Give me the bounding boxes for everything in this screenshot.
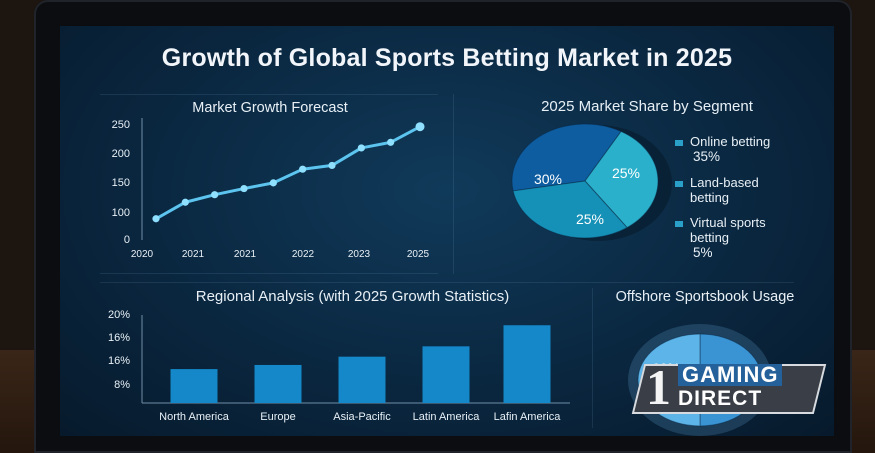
line-x-tick-label: 2021	[234, 249, 257, 260]
bar-chart: 8% 16% 16% 20% North America Europe Asia-Pacif…	[108, 309, 570, 423]
pie-legend: Online betting 35% Land-based betting Virtu…	[675, 134, 834, 271]
pie-slice	[512, 180, 628, 239]
pie-chart-title: 2025 Market Share by Segment	[541, 98, 753, 115]
pie-legend-label: Online betting	[690, 134, 771, 149]
bar-category-label: Lafin America	[494, 411, 562, 423]
bar-y-tick-label: 16%	[108, 332, 130, 344]
line-x-tick-label: 2020	[131, 249, 154, 260]
line-x-tick-label: 2021	[182, 249, 205, 260]
line-point	[415, 122, 425, 132]
pie-legend-item: Online betting 35%	[675, 134, 834, 165]
pie-legend-label: Land-based betting	[690, 175, 759, 205]
bar-chart-title: Regional Analysis (with 2025 Growth Stat…	[195, 288, 510, 305]
pie-legend-label: Virtual sports betting	[690, 215, 766, 245]
pie-legend-item: Land-based betting	[675, 175, 834, 205]
bar-y-tick-label: 20%	[108, 309, 130, 321]
line-point	[357, 144, 365, 152]
pie-slice-label: 25%	[576, 211, 604, 227]
bar	[254, 364, 302, 403]
line-point	[152, 215, 160, 223]
line-panel-frame	[100, 94, 438, 95]
gaming-direct-logo: 1 GAMING DIRECT	[631, 358, 827, 416]
panel-divider-vertical	[453, 94, 454, 274]
line-point	[387, 138, 395, 146]
pie-legend-percent: 35%	[693, 149, 721, 164]
line-point	[240, 184, 248, 193]
bar-category-label: North America	[159, 411, 230, 423]
legend-swatch	[675, 140, 683, 146]
offshore-chart-title: Offshore Sportsbook Usage	[615, 289, 795, 305]
line-chart-title: Market Growth Forecast	[192, 100, 348, 116]
pie-legend-percent: 5%	[693, 245, 713, 260]
line-point	[269, 179, 277, 187]
line-y-tick-label: 200	[112, 148, 130, 160]
line-point	[211, 191, 219, 199]
bar-category-label: Asia-Pacific	[333, 411, 391, 423]
bar	[503, 325, 551, 403]
pie-slice	[511, 123, 622, 192]
line-y-tick-label: 0	[124, 234, 130, 246]
panel-divider-bottom-vertical	[592, 288, 593, 428]
legend-swatch	[675, 221, 683, 227]
bar-y-tick-label: 8%	[114, 379, 130, 391]
bar-category-label: Europe	[260, 411, 295, 423]
pie-chart: 30% 25% 25%	[511, 123, 672, 241]
logo-line-1: GAMING	[678, 364, 783, 386]
line-y-tick-label: 150	[112, 177, 130, 189]
pie-slice	[584, 130, 659, 229]
line-point	[181, 198, 189, 206]
line-y-tick-label: 250	[112, 119, 130, 131]
line-y-tick-label: 100	[112, 207, 130, 219]
line-point	[299, 165, 307, 173]
bar	[422, 346, 470, 403]
bar	[170, 369, 218, 403]
line-series	[155, 125, 421, 221]
dashboard-title: Growth of Global Sports Betting Market i…	[161, 44, 733, 72]
bar-category-label: Latin America	[413, 411, 481, 423]
line-x-tick-label: 2023	[348, 249, 371, 260]
logo-line-2: DIRECT	[678, 387, 763, 410]
bar-y-tick-label: 16%	[108, 355, 130, 367]
line-panel-frame-bottom	[100, 273, 438, 274]
panel-divider-horizontal	[100, 282, 794, 283]
pie-legend-item: Virtual sports betting 5%	[675, 215, 834, 261]
line-point	[328, 161, 336, 170]
bar	[338, 356, 386, 403]
dashboard-screen: Growth of Global Sports Betting Market i…	[60, 26, 834, 436]
line-chart: 0 100 150 200 250 2020 2021 2021 2022 2023 2025	[112, 118, 430, 260]
pie-slice-label: 30%	[534, 171, 562, 187]
line-x-tick-label: 2022	[292, 249, 315, 260]
pie-slice-label: 25%	[612, 165, 640, 181]
number-one-logo-icon: 1	[646, 359, 671, 415]
line-x-tick-label: 2025	[407, 249, 430, 260]
legend-swatch	[675, 181, 683, 187]
